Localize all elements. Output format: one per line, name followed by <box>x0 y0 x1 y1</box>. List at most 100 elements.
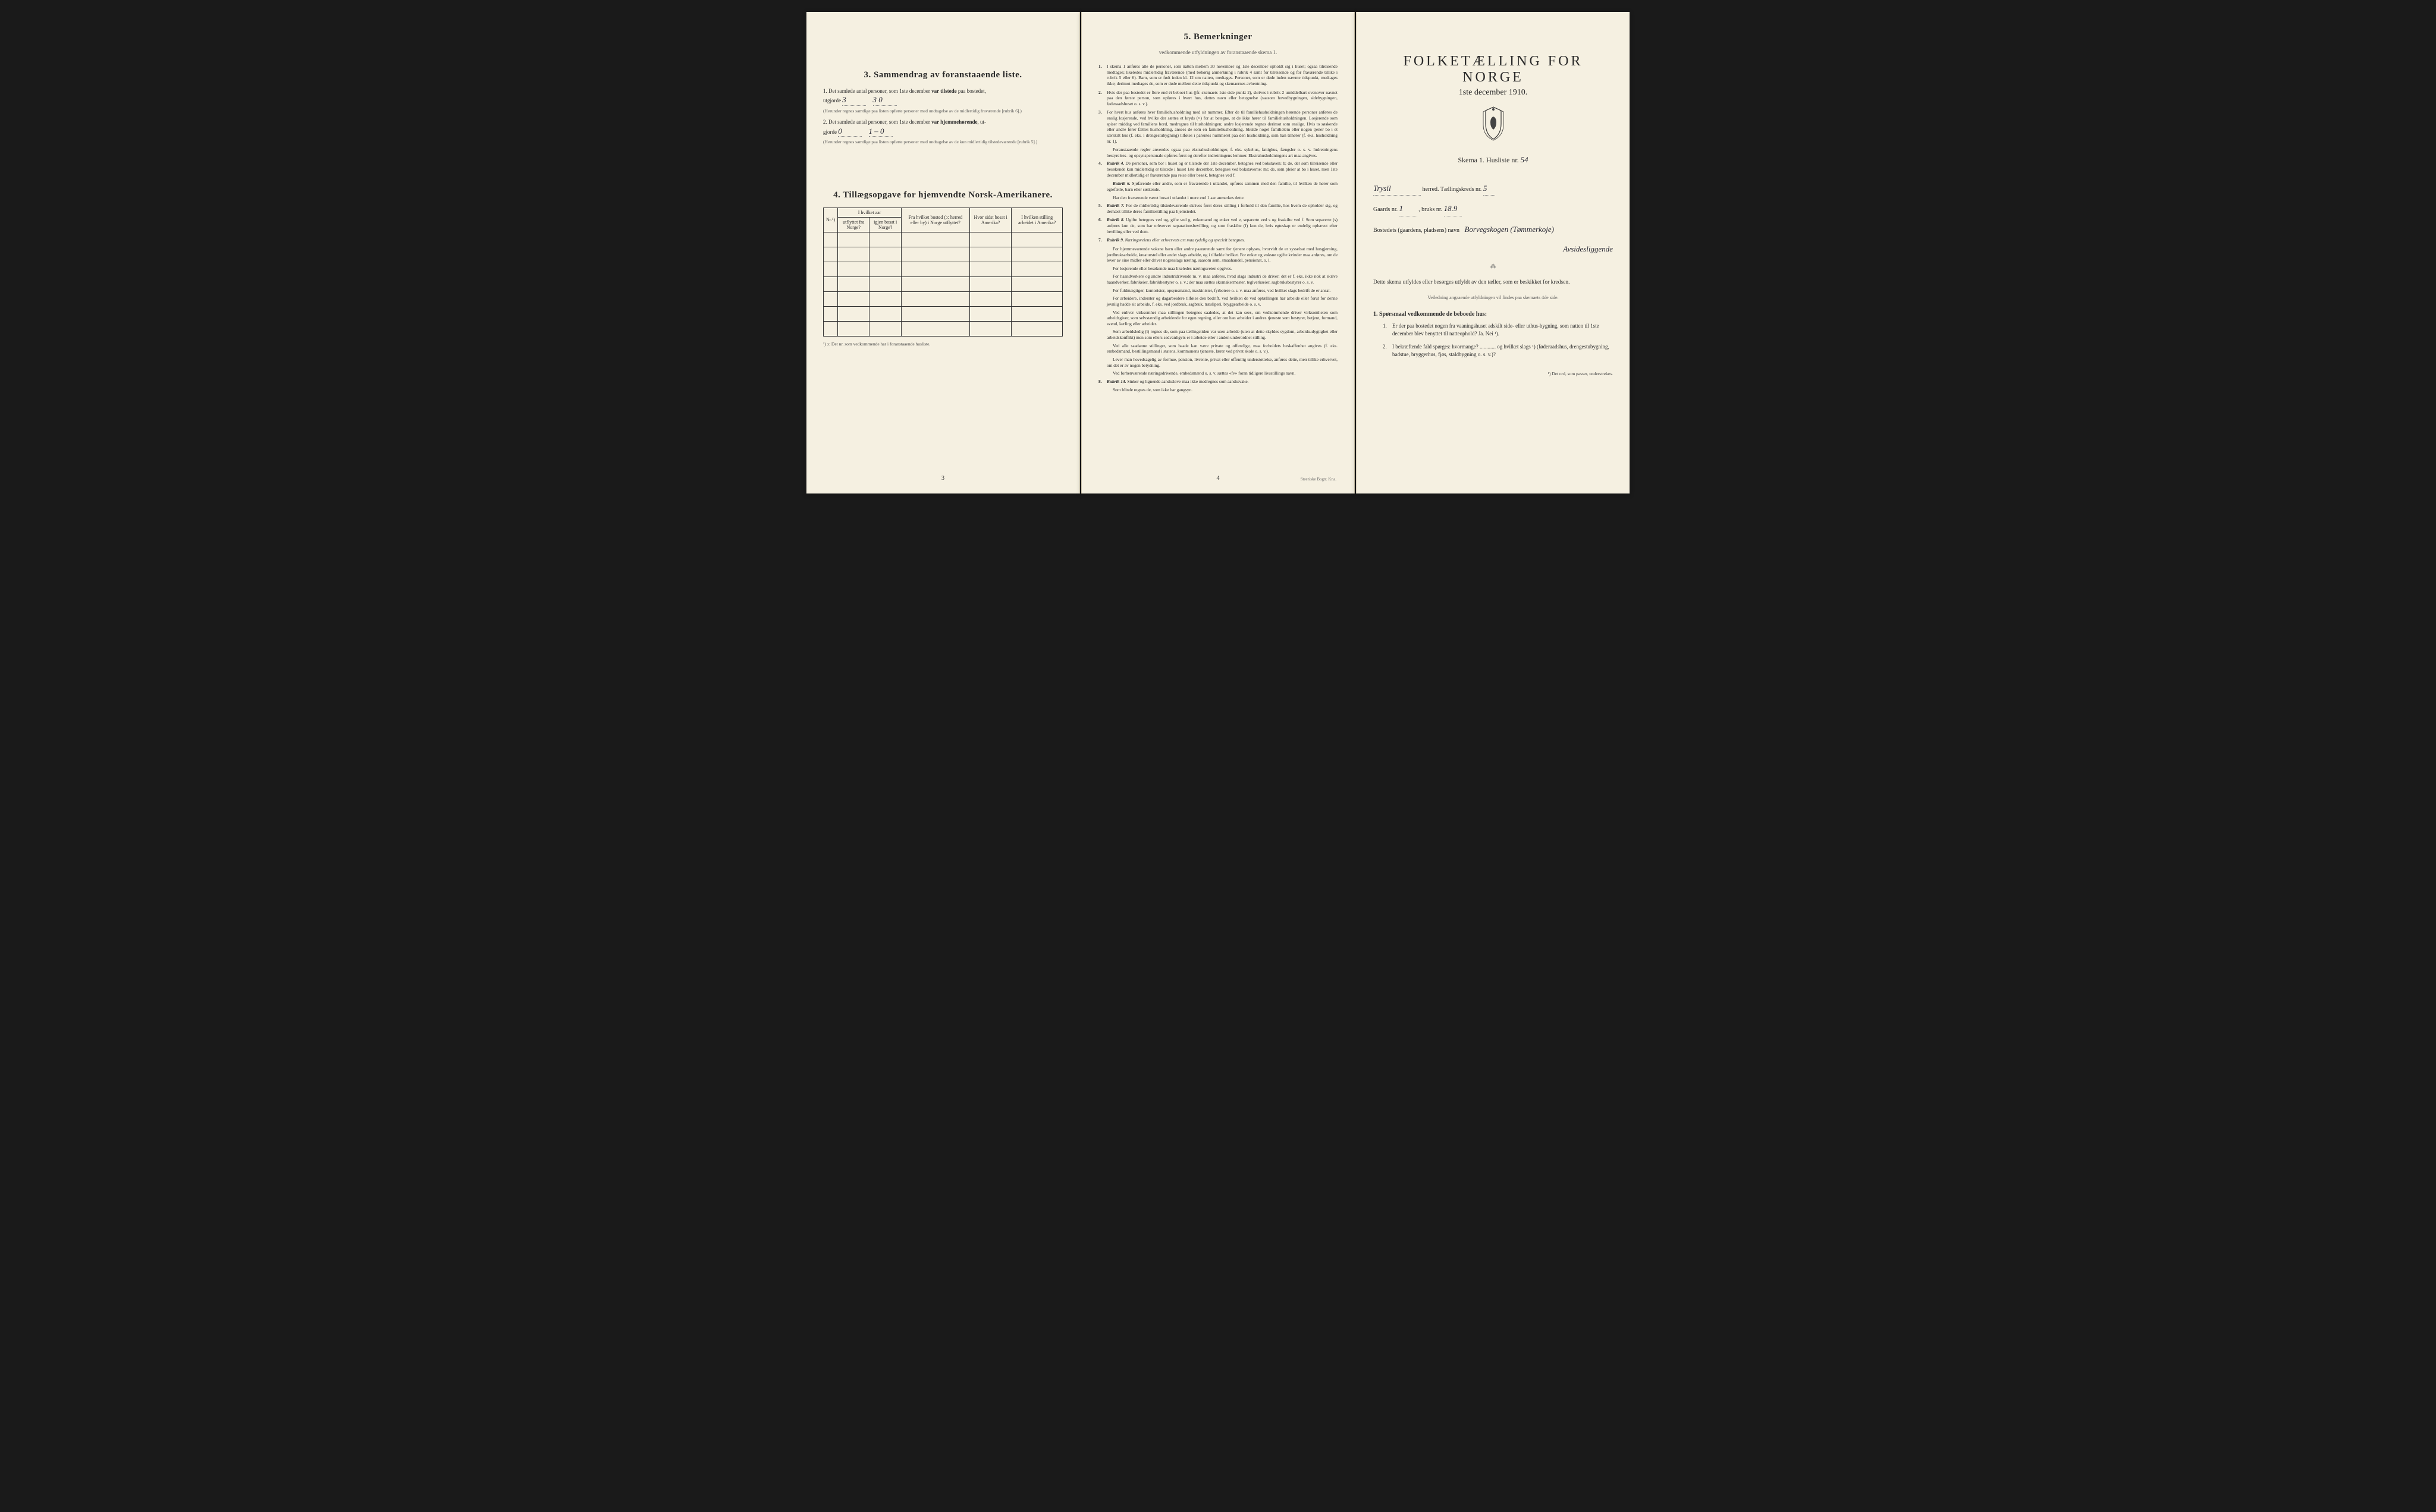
th-nr: Nr.¹) <box>824 208 838 232</box>
bosted-handwritten-2: Avsidesliggende <box>1563 244 1613 253</box>
bemerkning-2: 2. Hvis der paa bostedet er flere end ét… <box>1098 90 1338 107</box>
rubrik-14-label: Rubrik 14. <box>1107 379 1126 384</box>
herred-line: Trysil herred. Tællingskreds nr. 5 <box>1373 181 1613 196</box>
bosted-label: Bostedets (gaardens, pladsens) navn <box>1373 227 1459 234</box>
ornament-divider: ⁂ <box>1373 263 1613 270</box>
printer-mark: Steen'ske Bogtr. Kr.a. <box>1300 477 1336 482</box>
bemerkning-4b: Rubrik 6. Sjøfarende eller andre, som er… <box>1107 181 1338 192</box>
bem7c: For losjerende eller besøkende maa likel… <box>1107 266 1338 272</box>
table-row <box>824 232 1063 247</box>
th-aar: I hvilket aar <box>838 208 902 217</box>
bosted-handwritten: Borvegskogen (Tømmerkoje) <box>1464 225 1554 234</box>
main-title: FOLKETÆLLING FOR NORGE <box>1373 54 1613 86</box>
spoersmaal-title: 1. Spørsmaal vedkommende de beboede hus: <box>1373 311 1613 318</box>
spoersmaal-block: 1. Spørsmaal vedkommende de beboede hus:… <box>1373 311 1613 359</box>
table-row <box>824 321 1063 336</box>
page-number-4: 4 <box>1217 475 1220 482</box>
table-row <box>824 247 1063 262</box>
bem7b: For hjemmeværende voksne barn eller andr… <box>1107 246 1338 263</box>
spoersmaal-2: 2. I bekræftende fald spørges: hvormange… <box>1383 343 1613 359</box>
gaards-line: Gaards nr. 1 , bruks nr. 18.9 <box>1373 202 1613 216</box>
bemerkning-4: 4. Rubrik 4. De personer, som bor i huse… <box>1098 161 1338 178</box>
item1-handwritten-2: 3 0 <box>873 95 897 106</box>
bosted-line-2: Avsidesliggende <box>1373 242 1613 256</box>
gaards-nr: 1 <box>1399 202 1417 216</box>
bem4a-text: De personer, som bor i huset og er tilst… <box>1107 161 1338 177</box>
herred-handwritten: Trysil <box>1373 181 1421 196</box>
bem7h: Som arbeidsledig (l) regnes de, som paa … <box>1107 329 1338 340</box>
bem7d: For haandverkere og andre industridriven… <box>1107 274 1338 285</box>
bruks-label: , bruks nr. <box>1418 206 1442 213</box>
bemerkning-8: 8. Rubrik 14. Sinker og lignende aandssl… <box>1098 379 1338 385</box>
rubrik-9-label: Rubrik 9. <box>1107 237 1124 243</box>
gaards-label: Gaards nr. <box>1373 206 1398 213</box>
rubrik-8-label: Rubrik 8. <box>1107 217 1125 222</box>
table-row <box>824 276 1063 291</box>
item1-text-prefix: 1. Det samlede antal personer, som 1ste … <box>823 88 931 94</box>
census-date: 1ste december 1910. <box>1373 88 1613 98</box>
page-3: 3. Sammendrag av foranstaaende liste. 1.… <box>806 12 1080 493</box>
skema-label: Skema 1. Husliste nr. <box>1458 156 1518 164</box>
item2-prefix: 2. Det samlede antal personer, som 1ste … <box>823 119 931 125</box>
item1-line2-prefix: utgjorde <box>823 98 841 103</box>
section-5-title: 5. Bemerkninger <box>1098 32 1338 42</box>
bemerkning-1: 1. I skema 1 anføres alle de personer, s… <box>1098 64 1338 87</box>
bruks-nr: 18.9 <box>1444 202 1462 216</box>
th-amerika-bosat: Hvor sidst bosat i Amerika? <box>969 208 1012 232</box>
item2-handwritten-1: 0 <box>838 126 862 137</box>
bosted-line: Bostedets (gaardens, pladsens) navn Borv… <box>1373 222 1613 236</box>
bemerkning-6: 6. Rubrik 8. Ugifte betegnes ved ug, gif… <box>1098 217 1338 234</box>
section-3-title: 3. Sammendrag av foranstaaende liste. <box>823 70 1063 80</box>
instruction-small: Veiledning angaaende utfyldningen vil fi… <box>1373 295 1613 300</box>
rubrik-4-label: Rubrik 4. <box>1107 161 1124 166</box>
table-footnote: ¹) ɔ: Det nr. som vedkommende har i fora… <box>823 341 1063 347</box>
bemerkning-4c: Har den fraværende været bosat i utlande… <box>1107 195 1338 201</box>
section-5-sub: vedkommende utfyldningen av foranstaaend… <box>1098 49 1338 55</box>
table-row <box>824 291 1063 306</box>
document-container: 3. Sammendrag av foranstaaende liste. 1.… <box>795 0 1641 505</box>
item2-note: (Herunder regnes samtlige paa listen opf… <box>823 139 1063 145</box>
norsk-amerikanere-table: Nr.¹) I hvilket aar Fra hvilket bosted (… <box>823 208 1063 337</box>
item1-note: (Herunder regnes samtlige paa listen opf… <box>823 108 1063 114</box>
item1-handwritten-1: 3 <box>842 95 866 106</box>
item1-suffix: paa bostedet, <box>957 88 986 94</box>
rubrik-6-label: Rubrik 6. <box>1113 181 1131 186</box>
herred-label: herred. Tællingskreds nr. <box>1423 186 1482 193</box>
bemerkning-7: 7. Rubrik 9. Næringsveiens eller erhverv… <box>1098 237 1338 243</box>
bem4b-text: Sjøfarende eller andre, som er fraværend… <box>1107 181 1338 192</box>
page-4: 5. Bemerkninger vedkommende utfyldningen… <box>1081 12 1355 493</box>
bem7k: Ved forhenværende næringsdrivende, embed… <box>1107 370 1338 376</box>
husliste-nr: 54 <box>1521 155 1528 164</box>
item1-bold: var tilstede <box>931 88 957 94</box>
bem7a-text: Næringsveiens eller erhvervets art maa t… <box>1125 237 1245 243</box>
bem5-text: For de midlertidig tilstedeværende skriv… <box>1107 203 1338 214</box>
right-footnote: ¹) Det ord, som passer, understrekes. <box>1373 371 1613 376</box>
bem7f: For arbeidere, inderster og dagarbeidere… <box>1107 296 1338 307</box>
th-bosted: Fra hvilket bosted (ɔ: herred eller by) … <box>902 208 970 232</box>
item2-handwritten-2: 1 – 0 <box>869 126 893 137</box>
summary-item-1: 1. Det samlede antal personer, som 1ste … <box>823 87 1063 114</box>
section-4-title: 4. Tillægsopgave for hjemvendte Norsk-Am… <box>823 190 1063 200</box>
item2-bold: var hjemmehørende <box>931 119 977 125</box>
page-title-page: FOLKETÆLLING FOR NORGE 1ste december 191… <box>1356 12 1630 493</box>
table-row <box>824 262 1063 276</box>
bemerkning-5: 5. Rubrik 7. For de midlertidig tilstede… <box>1098 203 1338 214</box>
bem7j: Lever man hovedsagelig av formue, pensio… <box>1107 357 1338 368</box>
bem8a-text: Sinker og lignende aandssløve maa ikke m… <box>1127 379 1248 384</box>
item2-suffix: , ut- <box>977 119 986 125</box>
bem6-text: Ugifte betegnes ved ug, gifte ved g, enk… <box>1107 217 1338 234</box>
norway-crest-icon <box>1373 106 1613 144</box>
rubrik-7-label: Rubrik 7. <box>1107 203 1125 208</box>
kreds-nr: 5 <box>1483 181 1495 196</box>
th-stilling: I hvilken stilling arbeidet i Amerika? <box>1012 208 1063 232</box>
th-igjen-bosat: igjen bosat i Norge? <box>869 217 902 232</box>
summary-item-2: 2. Det samlede antal personer, som 1ste … <box>823 118 1063 144</box>
item2-line2-prefix: gjorde <box>823 129 837 135</box>
instruction-text: Dette skema utfyldes eller besørges utfy… <box>1373 278 1613 287</box>
skema-line: Skema 1. Husliste nr. 54 <box>1373 155 1613 165</box>
bem7i: Ved alle saadanne stillinger, som baade … <box>1107 343 1338 354</box>
bemerkning-3: 3. For hvert hus anføres hver familiehus… <box>1098 109 1338 144</box>
bem7e: For fuldmægtiger, kontorister, opsynsmæn… <box>1107 288 1338 294</box>
bemerkning-3b: Foranstaaende regler anvendes ogsaa paa … <box>1107 147 1338 158</box>
spoersmaal-1: 1. Er der paa bostedet nogen fra vaaning… <box>1383 322 1613 338</box>
